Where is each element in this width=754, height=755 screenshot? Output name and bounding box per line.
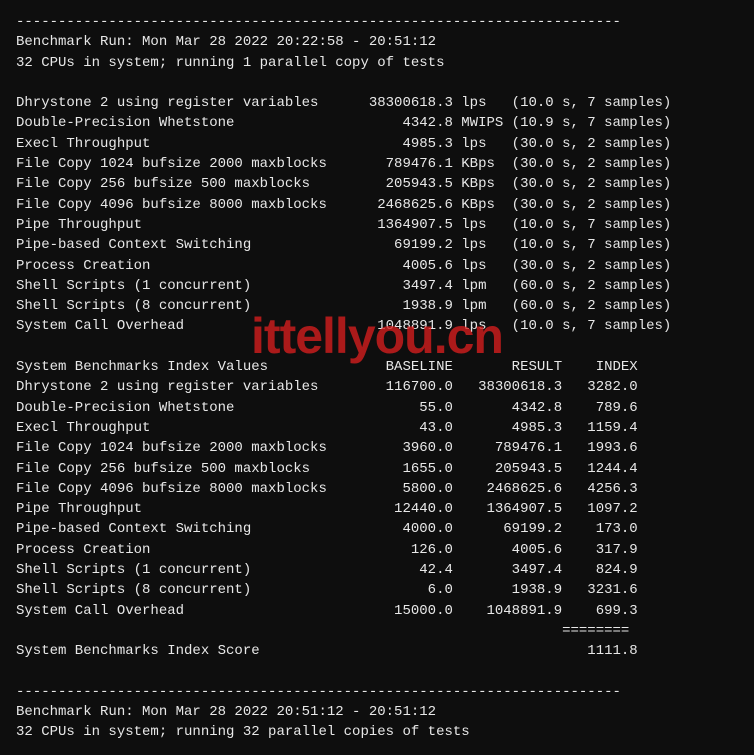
terminal-line: File Copy 256 bufsize 500 maxblocks 1655…	[16, 459, 738, 479]
terminal-line: File Copy 1024 bufsize 2000 maxblocks 78…	[16, 154, 738, 174]
terminal-line	[16, 662, 738, 682]
terminal-line: File Copy 4096 bufsize 8000 maxblocks 24…	[16, 195, 738, 215]
terminal-line: Double-Precision Whetstone 4342.8 MWIPS …	[16, 113, 738, 133]
terminal-line: Shell Scripts (8 concurrent) 6.0 1938.9 …	[16, 580, 738, 600]
terminal-line: Dhrystone 2 using register variables 116…	[16, 377, 738, 397]
terminal-line: Shell Scripts (8 concurrent) 1938.9 lpm …	[16, 296, 738, 316]
terminal-line: Execl Throughput 4985.3 lps (30.0 s, 2 s…	[16, 134, 738, 154]
terminal-line: ========	[16, 621, 738, 641]
terminal-line: Shell Scripts (1 concurrent) 42.4 3497.4…	[16, 560, 738, 580]
terminal-line: Pipe-based Context Switching 4000.0 6919…	[16, 519, 738, 539]
terminal-line: File Copy 1024 bufsize 2000 maxblocks 39…	[16, 438, 738, 458]
terminal-line: Pipe Throughput 12440.0 1364907.5 1097.2	[16, 499, 738, 519]
terminal-output: ----------------------------------------…	[16, 12, 738, 743]
terminal-line: Benchmark Run: Mon Mar 28 2022 20:22:58 …	[16, 32, 738, 52]
terminal-line: Shell Scripts (1 concurrent) 3497.4 lpm …	[16, 276, 738, 296]
terminal-line: Pipe-based Context Switching 69199.2 lps…	[16, 235, 738, 255]
terminal-line: Pipe Throughput 1364907.5 lps (10.0 s, 7…	[16, 215, 738, 235]
terminal-line: 32 CPUs in system; running 32 parallel c…	[16, 722, 738, 742]
terminal-line: Dhrystone 2 using register variables 383…	[16, 93, 738, 113]
terminal-line: File Copy 256 bufsize 500 maxblocks 2059…	[16, 174, 738, 194]
terminal-line: System Call Overhead 1048891.9 lps (10.0…	[16, 316, 738, 336]
terminal-line: Execl Throughput 43.0 4985.3 1159.4	[16, 418, 738, 438]
terminal-line: Benchmark Run: Mon Mar 28 2022 20:51:12 …	[16, 702, 738, 722]
terminal-line: Double-Precision Whetstone 55.0 4342.8 7…	[16, 398, 738, 418]
terminal-line: System Call Overhead 15000.0 1048891.9 6…	[16, 601, 738, 621]
terminal-line: System Benchmarks Index Score 1111.8	[16, 641, 738, 661]
terminal-line: Process Creation 4005.6 lps (30.0 s, 2 s…	[16, 256, 738, 276]
terminal-line: System Benchmarks Index Values BASELINE …	[16, 357, 738, 377]
terminal-line	[16, 73, 738, 93]
terminal-line: ----------------------------------------…	[16, 12, 738, 32]
terminal-line: 32 CPUs in system; running 1 parallel co…	[16, 53, 738, 73]
terminal-line	[16, 337, 738, 357]
terminal-line: Process Creation 126.0 4005.6 317.9	[16, 540, 738, 560]
terminal-line: File Copy 4096 bufsize 8000 maxblocks 58…	[16, 479, 738, 499]
